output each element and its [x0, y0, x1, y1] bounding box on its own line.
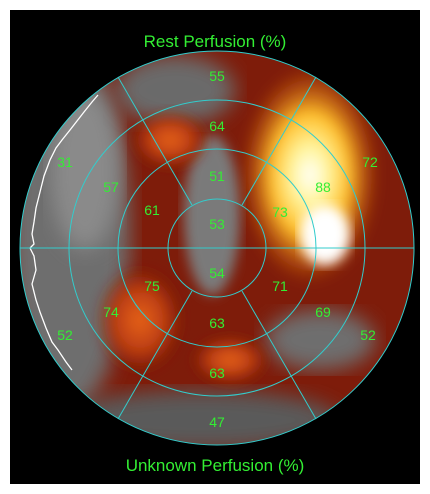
- defect-outline: [29, 94, 99, 371]
- segment-grid: [19, 50, 415, 446]
- segment-value-1: 55: [209, 68, 225, 84]
- segment-value-14: 73: [272, 204, 288, 220]
- top-title: Rest Perfusion (%): [143, 32, 287, 51]
- segment-value-5: 52: [57, 327, 73, 343]
- segment-value-3: 52: [360, 327, 376, 343]
- spoke-lower-left: [117, 290, 193, 420]
- segment-labels: 55 72 52 47 52 31 64 88 69 63 74 57 51 7…: [57, 68, 378, 430]
- segment-value-19: 53: [209, 216, 225, 232]
- spoke-upper-right: [241, 76, 317, 206]
- segment-value-16: 63: [209, 315, 225, 331]
- segment-value-6: 31: [57, 154, 73, 170]
- segment-value-4: 47: [209, 414, 225, 430]
- segment-value-20: 54: [209, 265, 225, 281]
- segment-value-13: 51: [209, 168, 225, 184]
- segment-value-17: 75: [144, 278, 160, 294]
- spoke-upper-left: [117, 76, 193, 206]
- segment-value-2: 72: [362, 154, 378, 170]
- spoke-lower-right: [241, 290, 317, 420]
- segment-value-7: 64: [209, 118, 225, 134]
- segment-value-10: 63: [209, 365, 225, 381]
- bottom-title: Unknown Perfusion (%): [125, 456, 305, 475]
- segment-value-15: 71: [272, 278, 288, 294]
- segment-value-9: 69: [315, 304, 331, 320]
- segment-value-12: 57: [103, 179, 119, 195]
- segment-value-11: 74: [103, 304, 119, 320]
- segment-value-18: 61: [144, 202, 160, 218]
- segment-value-8: 88: [315, 179, 331, 195]
